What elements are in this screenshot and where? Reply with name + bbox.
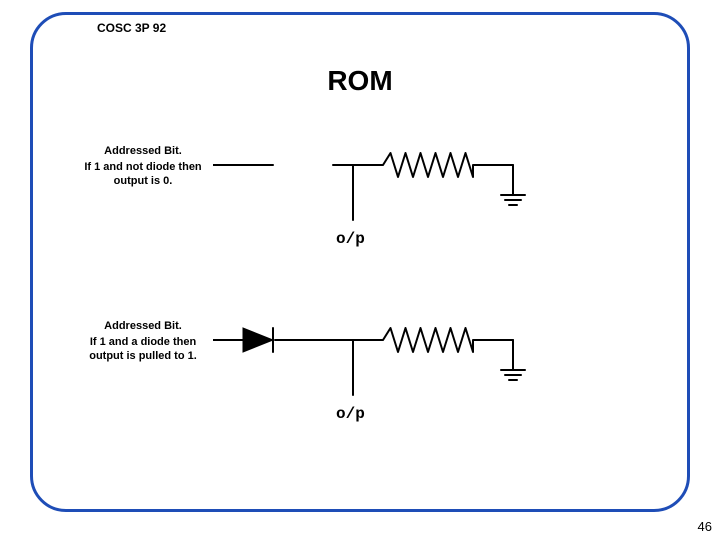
- caption-body: If 1 and a diode then output is pulled t…: [83, 336, 203, 364]
- slide-frame: COSC 3P 92 ROM Addressed Bit. If 1 and n…: [30, 12, 690, 512]
- circuit-with-diode: [213, 310, 543, 420]
- caption-heading: Addressed Bit.: [104, 145, 182, 157]
- output-label-1: o/p: [336, 230, 365, 248]
- circuit-no-diode: [213, 135, 543, 245]
- slide-title: ROM: [33, 65, 687, 97]
- caption-1: Addressed Bit. If 1 and not diode then o…: [83, 145, 203, 188]
- course-code: COSC 3P 92: [89, 21, 174, 35]
- caption-heading: Addressed Bit.: [104, 320, 182, 332]
- caption-2: Addressed Bit. If 1 and a diode then out…: [83, 320, 203, 363]
- caption-body: If 1 and not diode then output is 0.: [83, 161, 203, 189]
- output-label-2: o/p: [336, 405, 365, 423]
- page-number: 46: [698, 519, 712, 534]
